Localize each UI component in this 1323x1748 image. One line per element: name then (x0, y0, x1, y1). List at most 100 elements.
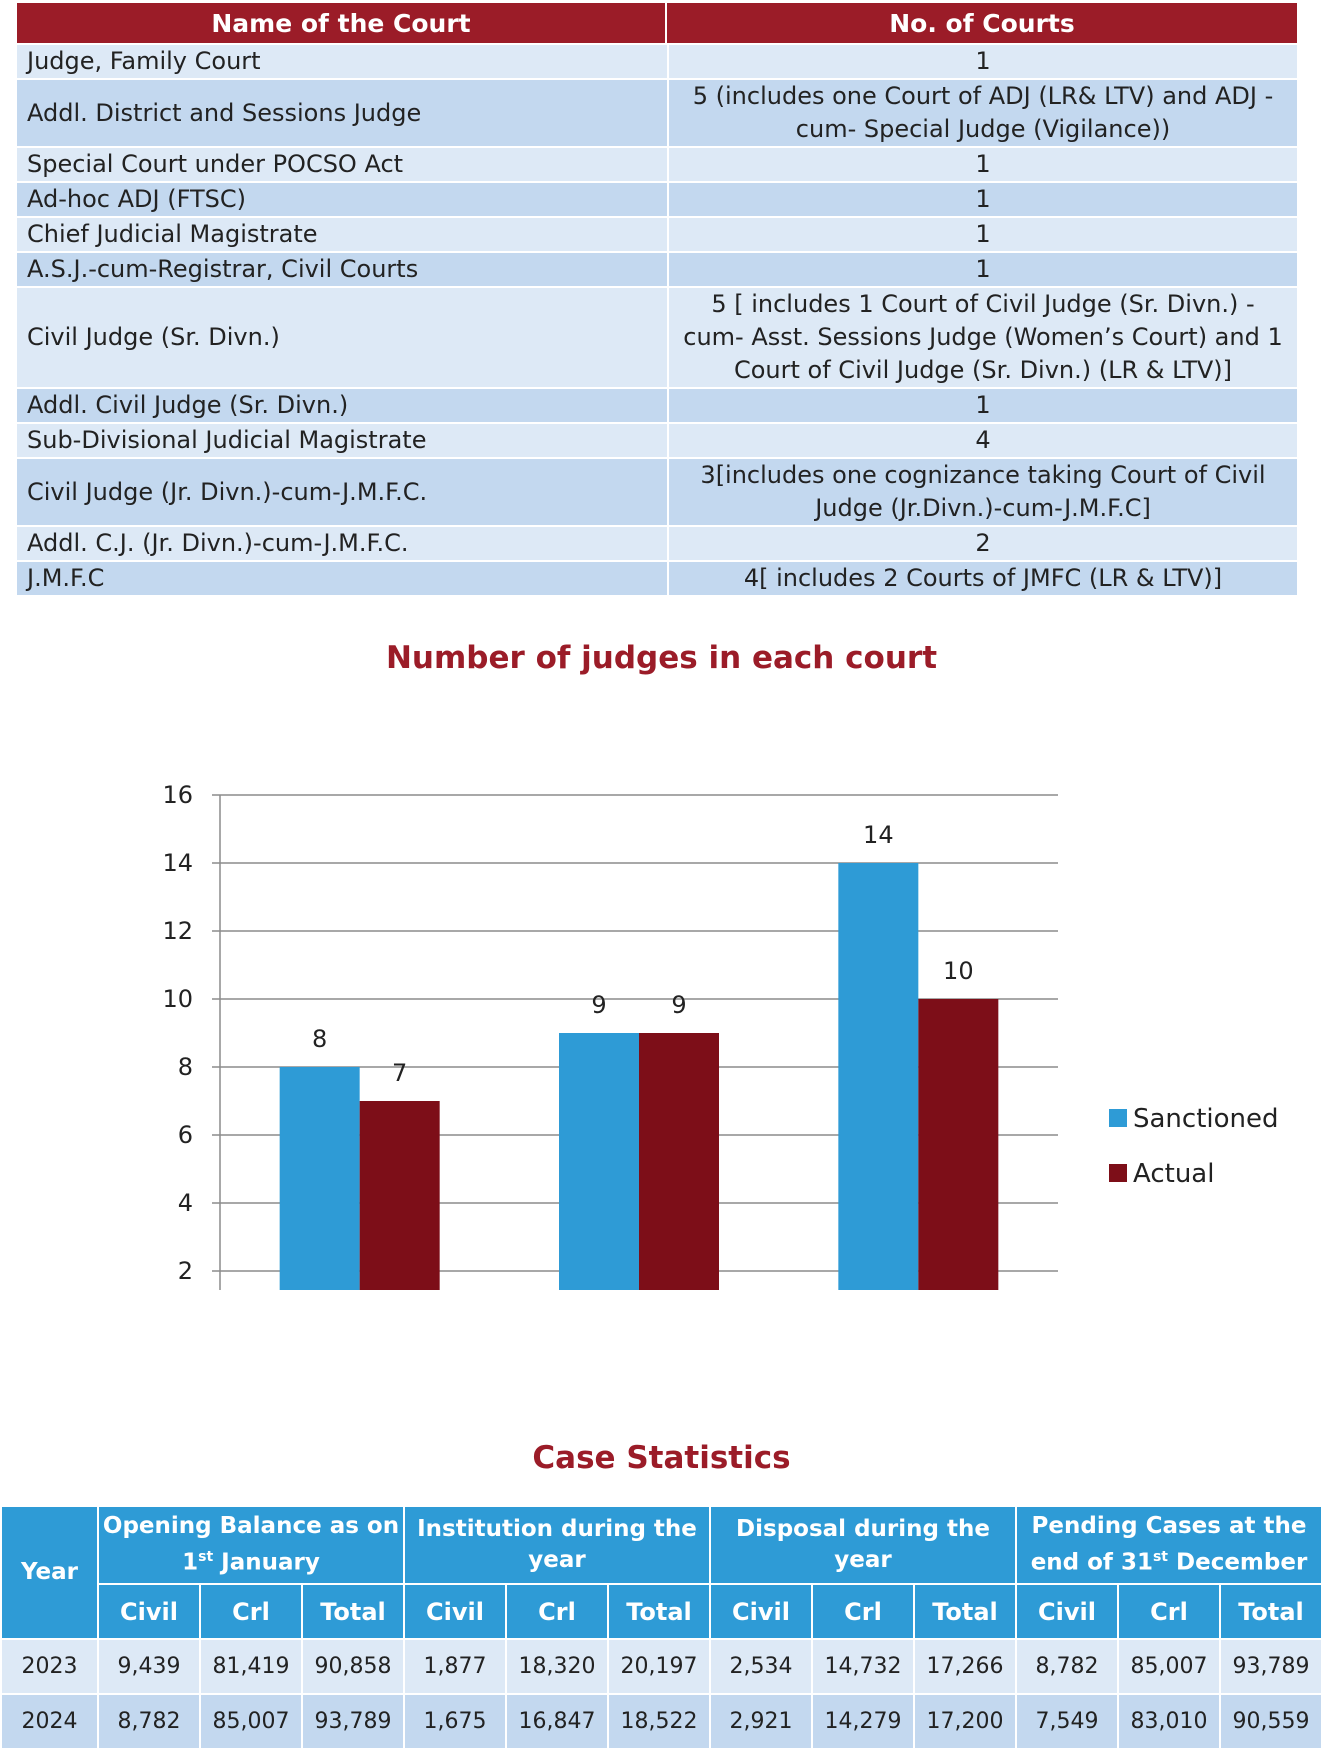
court-table-row: Ad-hoc ADJ (FTSC) 1 (17, 181, 1297, 216)
bar (918, 999, 999, 1290)
stats-value-cell: 7,549 (1015, 1694, 1119, 1748)
stats-value-cell: 9,439 (97, 1639, 201, 1695)
legend-label: Actual (1133, 1159, 1214, 1189)
group-header-disposal: Disposal during the year (709, 1505, 1017, 1585)
court-table-row: Addl. C.J. (Jr. Divn.)-cum-J.M.F.C. 2 (17, 525, 1297, 560)
stats-subheader: Crl (505, 1583, 609, 1640)
stats-value-cell: 18,522 (607, 1694, 711, 1748)
stats-value-cell: 8,782 (1015, 1639, 1119, 1695)
court-table-row: Special Court under POCSO Act 1 (17, 146, 1297, 181)
court-name-header: Name of the Court (17, 3, 667, 43)
stats-value-cell: 90,858 (301, 1639, 405, 1695)
group-header-opening-balance: Opening Balance as on 1st January (97, 1505, 405, 1585)
stats-value-cell: 85,007 (1117, 1639, 1221, 1695)
stats-subheader: Crl (1117, 1583, 1221, 1640)
court-table-row: Civil Judge (Jr. Divn.)-cum-J.M.F.C. 3[in… (17, 457, 1297, 525)
stats-value-cell: 81,419 (199, 1639, 303, 1695)
group-header-pending: Pending Cases at the end of 31st December (1015, 1505, 1323, 1585)
stats-value-cell: 8,782 (97, 1694, 201, 1748)
court-name-cell: Chief Judicial Magistrate (17, 216, 667, 251)
stats-subheader: Civil (97, 1583, 201, 1640)
court-name-cell: Civil Judge (Jr. Divn.)-cum-J.M.F.C. (17, 457, 667, 525)
stats-value-cell: 17,200 (913, 1694, 1017, 1748)
y-tick-label: 14 (162, 849, 193, 877)
stats-subheader: Crl (199, 1583, 303, 1640)
court-table: Name of the Court No. of Courts Judge, F… (17, 3, 1297, 595)
y-tick-label: 10 (162, 985, 193, 1013)
stats-year-cell: 2024 (0, 1694, 99, 1748)
bar (838, 863, 919, 1290)
data-label: 9 (671, 991, 686, 1019)
court-count-cell: 5 [ includes 1 Court of Civil Judge (Sr.… (667, 286, 1297, 387)
court-table-header-row: Name of the Court No. of Courts (17, 3, 1297, 43)
court-name-cell: Special Court under POCSO Act (17, 146, 667, 181)
court-count-cell: 1 (667, 216, 1297, 251)
case-statistics-title: Case Statistics (532, 1440, 791, 1476)
stats-subheader-row: Civil Crl Total Civil Crl Total Civil Crl Total C… (1, 1583, 1323, 1640)
stats-value-cell: 93,789 (1219, 1639, 1323, 1695)
y-tick-label: 12 (162, 917, 193, 945)
court-table-row: Sub-Divisional Judicial Magistrate 4 (17, 422, 1297, 457)
stats-value-cell: 16,847 (505, 1694, 609, 1748)
data-label: 8 (312, 1025, 327, 1053)
court-table-row: Addl. District and Sessions Judge 5 (incl… (17, 78, 1297, 146)
court-name-cell: Addl. C.J. (Jr. Divn.)-cum-J.M.F.C. (17, 525, 667, 560)
y-tick-label: 4 (178, 1189, 193, 1217)
data-label: 7 (392, 1059, 407, 1087)
stats-subheader: Total (1219, 1583, 1323, 1640)
data-label: 14 (863, 821, 894, 849)
court-name-cell: Civil Judge (Sr. Divn.) (17, 286, 667, 387)
court-name-cell: Addl. District and Sessions Judge (17, 78, 667, 146)
case-statistics-table: Year Opening Balance as on 1st January In… (0, 1505, 1323, 1748)
court-count-cell: 1 (667, 181, 1297, 216)
stats-subheader: Civil (709, 1583, 813, 1640)
court-table-body: Judge, Family Court 1 Addl. District and S… (17, 43, 1297, 595)
stats-value-cell: 14,279 (811, 1694, 915, 1748)
bar (359, 1101, 440, 1290)
court-name-cell: Ad-hoc ADJ (FTSC) (17, 181, 667, 216)
stats-year-cell: 2023 (0, 1639, 99, 1695)
stats-value-cell: 18,320 (505, 1639, 609, 1695)
stats-group-header-row: Year Opening Balance as on 1st January In… (0, 1505, 1323, 1640)
court-count-cell: 5 (includes one Court of ADJ (LR& LTV) a… (667, 78, 1297, 146)
court-count-cell: 1 (667, 251, 1297, 286)
court-name-cell: Judge, Family Court (17, 43, 667, 78)
legend-swatch (1109, 1164, 1127, 1182)
court-name-cell: Sub-Divisional Judicial Magistrate (17, 422, 667, 457)
stats-value-cell: 1,877 (403, 1639, 507, 1695)
court-count-cell: 3[includes one cognizance taking Court o… (667, 457, 1297, 525)
group-header-institution: Institution during the year (403, 1505, 711, 1585)
bar (639, 1033, 719, 1290)
stats-value-cell: 14,732 (811, 1639, 915, 1695)
stats-value-cell: 93,789 (301, 1694, 405, 1748)
court-table-row: J.M.F.C 4[ includes 2 Courts of JMFC (LR … (17, 560, 1297, 595)
y-tick-label: 2 (178, 1257, 193, 1285)
court-count-cell: 4 (667, 422, 1297, 457)
court-table-row: A.S.J.-cum-Registrar, Civil Courts 1 (17, 251, 1297, 286)
stats-value-cell: 85,007 (199, 1694, 303, 1748)
stats-subheader: Civil (1015, 1583, 1119, 1640)
court-table-row: Civil Judge (Sr. Divn.) 5 [ includes 1 Co… (17, 286, 1297, 387)
court-count-cell: 1 (667, 43, 1297, 78)
stats-value-cell: 20,197 (607, 1639, 711, 1695)
stats-value-cell: 83,010 (1117, 1694, 1221, 1748)
y-tick-label: 6 (178, 1121, 193, 1149)
judges-bar-chart: 024681012141687District Judge99Civil Jud… (162, 781, 1279, 1290)
stats-subheader: Total (301, 1583, 405, 1640)
bar (279, 1067, 360, 1290)
court-table-row: Addl. Civil Judge (Sr. Divn.) 1 (17, 387, 1297, 422)
legend-label: Sanctioned (1133, 1104, 1279, 1134)
stats-value-cell: 1,675 (403, 1694, 507, 1748)
court-table-row: Chief Judicial Magistrate 1 (17, 216, 1297, 251)
stats-value-cell: 17,266 (913, 1639, 1017, 1695)
court-count-header: No. of Courts (667, 3, 1297, 43)
stats-value-cell: 2,534 (709, 1639, 813, 1695)
court-count-cell: 1 (667, 146, 1297, 181)
bar (559, 1033, 639, 1290)
court-name-cell: J.M.F.C (17, 560, 667, 595)
y-tick-label: 8 (178, 1053, 193, 1081)
court-name-cell: Addl. Civil Judge (Sr. Divn.) (17, 387, 667, 422)
stats-value-cell: 90,559 (1219, 1694, 1323, 1748)
court-count-cell: 2 (667, 525, 1297, 560)
y-tick-label: 16 (162, 781, 193, 809)
